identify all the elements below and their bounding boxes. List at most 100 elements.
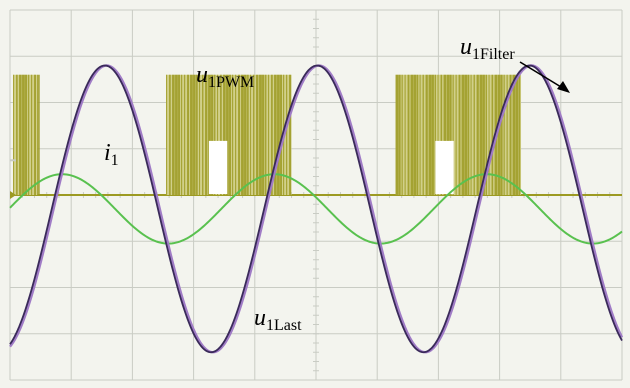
u1pwm-pulse [202,74,204,195]
u1pwm-pulse [244,74,247,195]
u1pwm-pulse [497,74,501,195]
u1pwm-pulse [235,74,237,195]
u1pwm-pulse [398,74,401,195]
u1pwm-pulse [289,74,292,195]
u1pwm-pulse [211,74,214,195]
u1pwm-pulse [401,74,403,195]
u1pwm-pulse [416,74,419,195]
u1pwm-pulse [473,74,475,195]
u1filter-arrowhead [557,81,570,93]
u1pwm-pulse [515,74,519,195]
u1pwm-pulse [434,74,436,195]
u1pwm-pulse [223,74,226,195]
traces [9,64,624,354]
u1pwm-pulse [422,74,424,195]
u1pwm-pulse [476,74,479,195]
u1pwm-pulse [34,74,36,195]
u1pwm-pulse [208,74,211,195]
u1pwm-notch [208,140,228,194]
u1pwm-pulse [280,74,283,195]
u1pwm-pulse [443,74,447,195]
u1Last-trace [9,64,623,354]
u1pwm-pulse [428,74,432,195]
u1pwm-pulse [205,74,208,195]
u1pwm-pulse [226,74,229,195]
channel-markers [10,159,16,199]
u1pwm-pulse [286,74,288,195]
u1pwm-pulse [13,74,15,195]
u1pwm-pulse [419,74,421,195]
u1pwm-pulse [16,74,18,195]
u1pwm-pulse [407,74,410,195]
u1pwm-pulse [232,74,234,195]
u1pwm-pulse [518,74,521,195]
u1pwm-trace [10,74,622,196]
u1pwm-pulse [470,74,472,195]
u1filter-arrow [519,61,567,91]
u1pwm-pulse [256,74,259,195]
u1pwm-pulse [488,74,490,195]
u1pwm-pulse [214,74,216,195]
u1pwm-pulse [395,74,399,195]
u1pwm-pulse [464,74,468,195]
u1pwm-pulse [268,74,270,195]
u1pwm-pulse [277,74,280,195]
u1pwm-pulse [217,74,219,195]
u1pwm-pulse [166,74,168,195]
u1pwm-pulse [190,74,193,195]
u1pwm-pulse [28,74,30,195]
i1-label: i1 [104,140,119,169]
ch-marker [10,191,16,199]
u1pwm-pulse [425,74,428,195]
u1pwm-pulse [449,74,452,195]
u1pwm-pulse [431,74,434,195]
u1pwm-pulse [238,74,241,195]
u1pwm-pulse [169,74,171,195]
u1pwm-pulse [262,74,265,195]
u1pwm-pulse [452,74,454,195]
u1pwm-pulse [265,74,267,195]
u1pwm-pulse [479,74,483,195]
u1pwm-pulse [175,74,178,195]
u1pwm-pulse [199,74,201,195]
u1pwm-pulse [440,74,443,195]
u1pwm-pulse [271,74,273,195]
u1pwm-pulse [413,74,417,195]
u1pwm-pulse [25,74,28,195]
u1pwm-pulse [196,74,198,195]
u1pwm-pulse [31,74,33,195]
u1pwm-pulse [458,74,461,195]
u1pwm-pulse [491,74,494,195]
u1pwm-pulse [37,74,40,195]
i1-trace [9,173,623,245]
trace-labels: u1PWM i1 u1Last u1Filter [104,34,570,334]
u1pwm-pulse [446,74,450,195]
u1last-label: u1Last [254,305,302,334]
u1pwm-pulse [461,74,465,195]
u1pwm-pulse [259,74,262,195]
u1pwm-pulse [506,74,508,195]
u1pwm-pulse [410,74,414,195]
u1pwm-pulse [455,74,457,195]
u1pwm-pulse [172,74,175,195]
u1pwm-pulse [482,74,485,195]
u1pwm-pulse [274,74,277,195]
u1pwm-pulse [437,74,439,195]
u1pwm-pulse [253,74,255,195]
u1pwm-notch [435,140,454,194]
u1pwm-pulse [467,74,470,195]
u1pwm-pulse [181,74,183,195]
u1pwm-pulse [229,74,232,195]
u1pwm-pulse [247,74,249,195]
u1pwm-pulse [250,74,252,195]
u1pwm-pulse [193,74,196,195]
u1pwm-pulse [404,74,406,195]
u1pwm-pulse [187,74,190,195]
u1pwm-pulse [178,74,181,195]
u1pwm-pulse [22,74,25,195]
u1pwm-pulse [184,74,186,195]
u1pwm-pulse [509,74,512,195]
u1pwm-pulse [241,74,244,195]
u1pwm-label: u1PWM [196,62,254,91]
